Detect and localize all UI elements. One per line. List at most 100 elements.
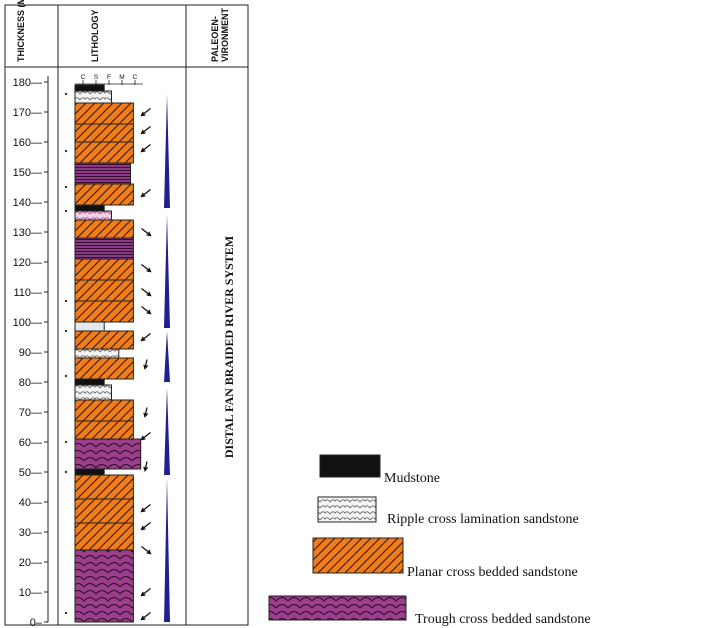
lithology-header: LITHOLOGY: [90, 10, 100, 63]
paleocurrent-arrow: [140, 332, 151, 342]
sample-dot: [64, 149, 68, 153]
cycle-wedge: [164, 478, 170, 622]
cycle-wedges: [164, 94, 170, 622]
grain-size-label: F: [107, 74, 111, 81]
paleocurrent-arrow: [141, 263, 152, 273]
layer-planar: [74, 399, 134, 422]
cycle-wedge: [164, 388, 170, 475]
sample-dot: [64, 209, 68, 213]
axis-tick-label: 160—: [13, 137, 42, 149]
cycle-wedge: [164, 94, 170, 208]
paleocurrent-arrow: [143, 407, 149, 418]
axis-tick-label: 30—: [19, 527, 42, 539]
paleocurrent-arrow: [141, 545, 152, 555]
legend-label: Ripple cross lamination sandstone: [387, 512, 579, 527]
axis-tick-label: 60—: [19, 437, 42, 449]
paleocurrent-arrow: [140, 188, 151, 198]
sample-dot: [64, 374, 68, 378]
layer-planar: [74, 498, 134, 524]
layer-planar: [74, 141, 134, 164]
layer-trough: [74, 438, 142, 470]
layer-planar: [74, 300, 134, 323]
axis-tick-label: 140—: [13, 197, 42, 209]
paleocurrent-arrow: [140, 587, 151, 597]
paleocurrent-arrow: [140, 611, 151, 621]
layer-ripple: [74, 90, 112, 104]
legend-swatch: [268, 595, 407, 621]
axis-tick-label: 0–: [30, 617, 43, 628]
paleocurrent-arrow: [140, 521, 151, 531]
paleocurrent-arrow: [140, 125, 151, 135]
layer-mud: [74, 84, 105, 92]
sample-dot: [64, 92, 68, 96]
layer-mud: [74, 378, 105, 386]
layer-planar: [74, 420, 134, 440]
paleocurrent-arrow: [140, 107, 151, 117]
sample-dot: [64, 440, 68, 444]
cycle-wedge: [164, 331, 170, 382]
axis-tick-label: 40—: [19, 497, 42, 509]
axis-tick-label: 100—: [13, 317, 42, 329]
layer-ripple: [74, 384, 112, 401]
legend-item-mud: Mudstone: [319, 454, 440, 486]
environment-label: DISTAL FAN BRAIDED RIVER SYSTEM: [222, 236, 236, 458]
paleocurrent-arrow: [143, 359, 149, 370]
layer-planar: [74, 102, 134, 125]
axis-tick-label: 90—: [19, 347, 42, 359]
lithology-column: [74, 84, 142, 623]
log-table-frame: [4, 4, 249, 626]
paleo-header-line1: PALEOEN-: [210, 16, 220, 62]
layer-planar: [74, 183, 134, 206]
layer-trough-purple: [74, 162, 131, 185]
layer-planar: [74, 258, 134, 281]
layer-ripple: [74, 348, 120, 359]
cycle-wedge: [164, 214, 170, 328]
layer-mud: [74, 468, 105, 476]
axis-tick-label: 70—: [19, 407, 42, 419]
paleocurrent-arrow: [140, 503, 151, 513]
thickness-axis: 0– 10— 20— 30— 40— 50— 60— 70— 80— 90— 100— 110— 120…: [13, 76, 49, 628]
legend-swatch: [319, 454, 381, 478]
layer-planar: [74, 219, 134, 239]
legend-label: Mudstone: [384, 471, 440, 486]
layer-planar: [74, 279, 134, 302]
axis-tick-label: 150—: [13, 167, 42, 179]
layer-planar: [74, 330, 134, 350]
layer-trough: [74, 549, 134, 623]
sample-dot: [64, 185, 68, 189]
layer-ripple-pink: [74, 210, 112, 221]
thickness-header: THICKNESS (M): [16, 0, 26, 62]
legend-swatch: [312, 537, 404, 574]
sample-dot: [64, 329, 68, 333]
layer-planar: [74, 522, 134, 551]
paleo-header-line2: VIRONMENT: [220, 7, 230, 62]
sample-dot: [64, 611, 68, 615]
axis-tick-label: 10—: [19, 587, 42, 599]
legend-label: Trough cross bedded sandstone: [415, 612, 591, 627]
grain-size-label: C: [133, 74, 138, 81]
layer-planar: [74, 123, 134, 143]
axis-tick-label: 120—: [13, 257, 42, 269]
paleocurrent-arrow: [140, 143, 151, 153]
axis-tick-label: 20—: [19, 557, 42, 569]
axis-tick-label: 130—: [13, 227, 42, 239]
legend-item-planar: Planar cross bedded sandstone: [312, 537, 578, 580]
axis-tick-label: 50—: [19, 467, 42, 479]
legend-label: Planar cross bedded sandstone: [407, 565, 578, 580]
legend-item-ripple: Ripple cross lamination sandstone: [317, 496, 579, 527]
paleocurrent-arrow: [143, 461, 149, 472]
paleocurrent-arrow: [140, 431, 151, 441]
sample-dot: [64, 299, 68, 303]
axis-tick-label: 110—: [13, 287, 42, 299]
layer-planar: [74, 357, 134, 380]
grain-size-label: C: [81, 74, 86, 81]
paleocurrent-arrow: [141, 305, 152, 315]
paleocurrent-arrow: [141, 287, 152, 297]
column-headers: THICKNESS (M) LITHOLOGY PALEOEN- VIRONME…: [16, 0, 230, 62]
layer-mud: [74, 204, 105, 212]
axis-tick-label: 80—: [19, 377, 42, 389]
grain-size-label: S: [94, 74, 99, 81]
layer-planar: [74, 474, 134, 500]
